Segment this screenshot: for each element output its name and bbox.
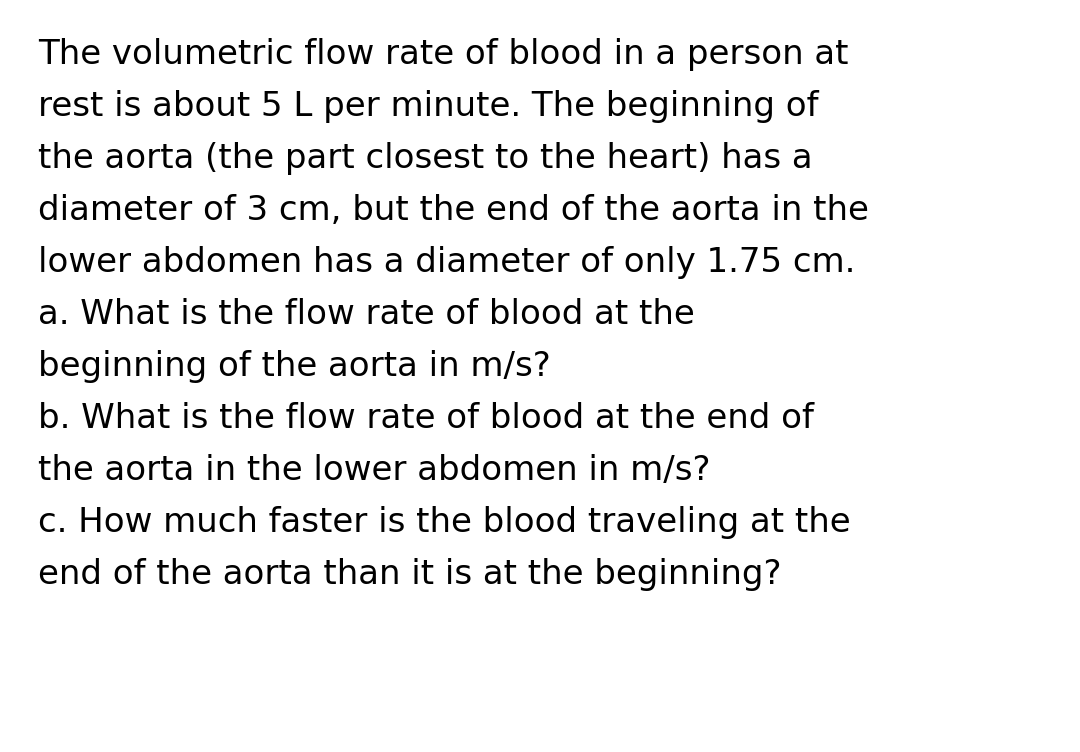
Text: beginning of the aorta in m/s?: beginning of the aorta in m/s? [38,350,551,383]
Text: the aorta in the lower abdomen in m/s?: the aorta in the lower abdomen in m/s? [38,454,711,487]
Text: the aorta (the part closest to the heart) has a: the aorta (the part closest to the heart… [38,142,812,175]
Text: c. How much faster is the blood traveling at the: c. How much faster is the blood travelin… [38,506,851,539]
Text: b. What is the flow rate of blood at the end of: b. What is the flow rate of blood at the… [38,402,814,435]
Text: The volumetric flow rate of blood in a person at: The volumetric flow rate of blood in a p… [38,38,849,71]
Text: end of the aorta than it is at the beginning?: end of the aorta than it is at the begin… [38,558,782,591]
Text: diameter of 3 cm, but the end of the aorta in the: diameter of 3 cm, but the end of the aor… [38,194,869,227]
Text: lower abdomen has a diameter of only 1.75 cm.: lower abdomen has a diameter of only 1.7… [38,246,855,279]
Text: rest is about 5 L per minute. The beginning of: rest is about 5 L per minute. The beginn… [38,90,819,123]
Text: a. What is the flow rate of blood at the: a. What is the flow rate of blood at the [38,298,694,331]
